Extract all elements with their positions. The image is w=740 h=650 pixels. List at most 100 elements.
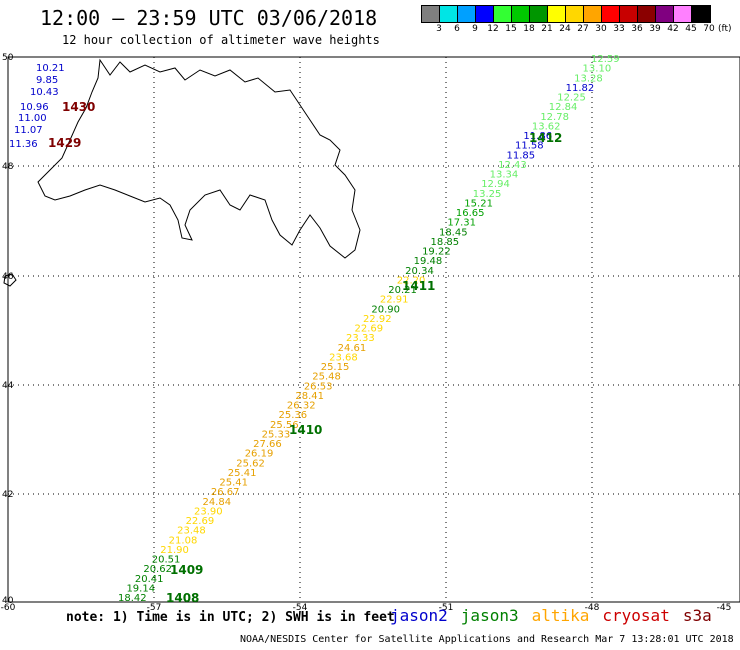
island-outline: [3, 273, 17, 287]
latitude-label: 44: [2, 381, 14, 391]
legend-s3a: s3a: [682, 606, 712, 625]
color-scale-ticks: 3 6 9 12 15 18 21 24 27 30 33 36 39 42 45 70: [421, 24, 740, 36]
swh-value: 22.69: [355, 324, 384, 335]
swh-value: 25.33: [262, 429, 291, 440]
swh-value: 20.21: [388, 285, 417, 296]
map-frame: [7, 56, 740, 603]
legend-jason2: jason2: [390, 606, 448, 625]
pass-label: 1411: [402, 279, 435, 293]
swh-value: 13.62: [532, 121, 561, 132]
latitude-label: 48: [2, 162, 14, 172]
color-scale-bar: [421, 5, 711, 23]
swh-value: 10.43: [30, 87, 59, 98]
footnote: note: 1) Time is in UTC; 2) SWH is in fe…: [66, 610, 395, 625]
color-tick: 24: [559, 24, 571, 34]
color-swatch: [458, 6, 476, 22]
swh-value: 11.82: [566, 83, 595, 94]
swh-value: 12.78: [540, 112, 569, 123]
color-swatch: [566, 6, 584, 22]
swh-value: 18.45: [439, 227, 468, 238]
swh-value: 25.62: [236, 458, 265, 469]
color-swatch: [440, 6, 458, 22]
swh-value: 25.41: [228, 468, 257, 479]
latitude-label: 46: [2, 272, 14, 282]
swh-value: 23.68: [329, 352, 358, 363]
swh-value: 11.86: [523, 131, 552, 142]
swh-value: 13.10: [583, 64, 612, 75]
swh-value: 13.34: [490, 170, 519, 181]
longitude-label: -45: [717, 603, 732, 613]
swh-value: 24.84: [202, 497, 231, 508]
legend-altika: altika: [531, 606, 590, 625]
swh-value: 18.42: [118, 593, 147, 604]
swh-value: 10.96: [20, 102, 49, 113]
swh-value: 16.65: [456, 208, 485, 219]
pass-label: 1429: [48, 136, 81, 150]
swh-value: 26.32: [287, 401, 316, 412]
swh-value: 19.14: [126, 583, 155, 594]
swh-value: 17.31: [447, 218, 476, 229]
color-tick: 12: [487, 24, 499, 34]
pass-label: 1412: [529, 131, 562, 145]
swh-value: 12.59: [591, 54, 620, 65]
swh-value: 26.67: [211, 487, 240, 498]
pass-label: 1430: [62, 100, 95, 114]
swh-value: 23.48: [177, 526, 206, 537]
color-swatch: [494, 6, 512, 22]
swh-value: 23.90: [194, 506, 223, 517]
swh-value: 11.58: [515, 141, 544, 152]
color-swatch: [638, 6, 656, 22]
color-tick: 45: [685, 24, 697, 34]
credit-line: NOAA/NESDIS Center for Satellite Applica…: [240, 634, 734, 645]
color-tick: 27: [577, 24, 589, 34]
swh-value: 19.22: [422, 247, 451, 258]
color-tick: 36: [631, 24, 643, 34]
color-swatch: [530, 6, 548, 22]
swh-value: 13.28: [574, 73, 603, 84]
color-swatch: [656, 6, 674, 22]
color-tick: 6: [454, 24, 460, 34]
swh-value: 25.15: [321, 362, 350, 373]
swh-value: 21.90: [160, 545, 189, 556]
swh-value: 26.19: [245, 449, 274, 460]
color-swatch: [602, 6, 620, 22]
swh-value: 22.92: [363, 314, 392, 325]
swh-value: 22.91: [380, 295, 409, 306]
color-tick: 30: [595, 24, 607, 34]
swh-value: 22.20: [397, 275, 426, 286]
color-tick: 18: [523, 24, 535, 34]
swh-value: 9.85: [36, 75, 58, 86]
swh-value: 25.41: [219, 478, 248, 489]
longitude-label: -48: [585, 603, 600, 613]
swh-value: 13.25: [473, 189, 502, 200]
color-swatch: [620, 6, 638, 22]
color-swatch: [674, 6, 692, 22]
swh-value: 12.25: [557, 93, 586, 104]
color-tick: 21: [541, 24, 553, 34]
newfoundland-coastline: [37, 58, 361, 259]
swh-value: 11.07: [14, 125, 43, 136]
color-swatch: [584, 6, 602, 22]
color-swatch: [422, 6, 440, 22]
longitude-label: -51: [439, 603, 454, 613]
map-subtitle: 12 hour collection of altimeter wave hei…: [62, 33, 380, 47]
swh-value: 12.94: [481, 179, 510, 190]
swh-value: 20.51: [152, 555, 181, 566]
legend-jason3: jason3: [460, 606, 519, 625]
swh-value: 24.61: [338, 343, 367, 354]
color-tick: 70: [703, 24, 715, 34]
longitude-label: -57: [147, 603, 162, 613]
swh-value: 27.66: [253, 439, 282, 450]
swh-value: 19.48: [414, 256, 443, 267]
latitude-label: 42: [2, 490, 13, 500]
pass-label: 1408: [166, 591, 199, 605]
latitude-label: 40: [2, 596, 14, 606]
swh-value: 28.41: [295, 391, 324, 402]
swh-value: 25.36: [278, 410, 307, 421]
color-scale-unit: (ft): [718, 24, 732, 34]
longitude-label: -54: [293, 603, 308, 613]
color-swatch: [548, 6, 566, 22]
color-tick: 3: [436, 24, 442, 34]
swh-value: 20.62: [143, 564, 172, 575]
